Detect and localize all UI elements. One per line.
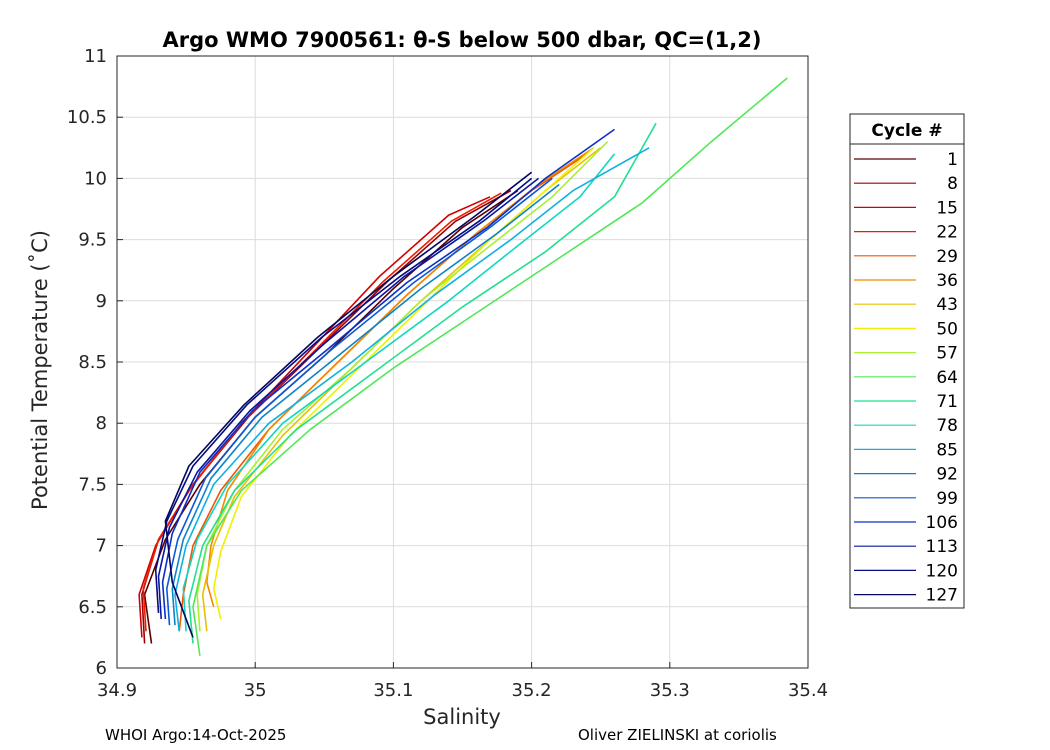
x-tick-label: 35 bbox=[244, 680, 267, 701]
chart-title: Argo WMO 7900561: θ-S below 500 dbar, QC… bbox=[163, 28, 762, 52]
series-line-10 bbox=[192, 77, 788, 656]
legend-label: 57 bbox=[936, 344, 958, 364]
legend-label: 127 bbox=[926, 586, 958, 606]
y-tick-label: 6.5 bbox=[78, 597, 107, 618]
series-line-12 bbox=[182, 153, 616, 632]
y-tick-label: 11 bbox=[84, 46, 107, 67]
legend-entries: 1 8 15 22 29 36 43 50 57 64 71 78 85 92 99 106 113 120 127 bbox=[854, 150, 958, 606]
y-tick-label: 7.5 bbox=[78, 474, 107, 495]
tick-marks bbox=[116, 55, 809, 669]
series-line-17 bbox=[157, 177, 539, 620]
legend-label: 113 bbox=[926, 537, 958, 557]
series-line-14 bbox=[171, 183, 560, 626]
footer-right: Oliver ZIELINSKI at coriolis bbox=[578, 726, 777, 744]
y-tick-label: 8 bbox=[96, 413, 107, 434]
footer-left: WHOI Argo:14-Oct-2025 bbox=[105, 726, 287, 744]
legend-label: 36 bbox=[936, 271, 958, 291]
series-line-8 bbox=[212, 147, 595, 620]
legend-title: Cycle # bbox=[871, 121, 942, 141]
legend-label: 85 bbox=[936, 440, 958, 460]
legend-label: 22 bbox=[936, 223, 958, 243]
legend-label: 99 bbox=[936, 489, 958, 509]
x-tick-label: 35.4 bbox=[788, 680, 828, 701]
series-line-18 bbox=[154, 177, 533, 613]
y-tick-label: 7 bbox=[96, 536, 107, 557]
legend-label: 71 bbox=[936, 392, 958, 412]
y-tick-label: 10 bbox=[84, 168, 107, 189]
legend-label: 8 bbox=[947, 174, 958, 194]
x-tick-label: 35.1 bbox=[373, 680, 413, 701]
y-axis-label: Potential Temperature (˚C) bbox=[28, 230, 52, 510]
series-group bbox=[138, 77, 788, 656]
x-axis-label: Salinity bbox=[423, 705, 501, 729]
y-tick-label: 10.5 bbox=[67, 107, 107, 128]
x-tick-labels: 34.9 35 35.1 35.2 35.3 35.4 bbox=[97, 680, 828, 701]
series-line-11 bbox=[188, 122, 657, 644]
y-tick-label: 9.5 bbox=[78, 230, 107, 251]
legend-label: 120 bbox=[926, 561, 958, 581]
legend: Cycle # 18152229364350576471788592991061… bbox=[849, 113, 965, 609]
legend-label: 50 bbox=[936, 319, 958, 339]
legend-label: 106 bbox=[926, 513, 958, 533]
series-line-13 bbox=[174, 147, 650, 632]
x-tick-label: 34.9 bbox=[97, 680, 137, 701]
y-tick-labels: 6 6.5 7 7.5 8 8.5 9 9.5 10 10.5 11 bbox=[67, 46, 107, 679]
legend-label: 43 bbox=[936, 295, 958, 315]
y-tick-label: 6 bbox=[96, 658, 107, 679]
legend-label: 92 bbox=[936, 465, 958, 485]
legend-label: 78 bbox=[936, 416, 958, 436]
grid bbox=[116, 55, 809, 669]
legend-label: 29 bbox=[936, 247, 958, 267]
series-line-16 bbox=[161, 128, 615, 620]
y-tick-label: 8.5 bbox=[78, 352, 107, 373]
x-tick-label: 35.2 bbox=[512, 680, 552, 701]
y-tick-label: 9 bbox=[96, 291, 107, 312]
legend-label: 64 bbox=[936, 368, 958, 388]
legend-label: 1 bbox=[947, 150, 958, 170]
legend-box bbox=[849, 113, 965, 609]
legend-label: 15 bbox=[936, 198, 958, 218]
x-tick-label: 35.3 bbox=[650, 680, 690, 701]
series-line-19 bbox=[164, 171, 533, 638]
